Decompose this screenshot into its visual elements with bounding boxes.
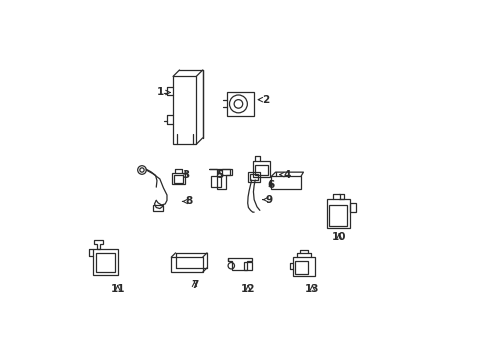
Text: 9: 9 [263,195,272,204]
Bar [255,165,267,175]
Text: 7: 7 [190,280,198,291]
Bar [247,172,259,182]
Text: 8: 8 [182,197,192,206]
Bar [249,174,257,180]
Bar [292,257,314,276]
Text: 6: 6 [267,180,274,190]
Text: 11: 11 [110,284,124,294]
Text: 10: 10 [331,232,346,242]
Bar [172,173,184,184]
Bar [294,261,308,274]
Bar [93,249,118,275]
Bar [95,253,115,272]
Bar [226,93,253,116]
Bar [222,169,230,175]
Bar [173,76,196,144]
Text: 4: 4 [279,170,290,180]
Text: 1: 1 [157,87,170,98]
Text: 13: 13 [305,284,319,294]
Text: 3: 3 [182,170,189,180]
Bar [153,204,163,211]
Text: 5: 5 [215,170,223,180]
Bar [210,176,221,187]
Bar [328,204,346,226]
Bar [171,257,203,272]
Bar [326,199,349,228]
Text: 2: 2 [258,95,269,105]
Bar [244,262,251,270]
Bar [349,203,356,212]
Bar [271,176,300,189]
Bar [253,161,270,177]
Text: 12: 12 [240,284,255,294]
Bar [174,175,183,183]
